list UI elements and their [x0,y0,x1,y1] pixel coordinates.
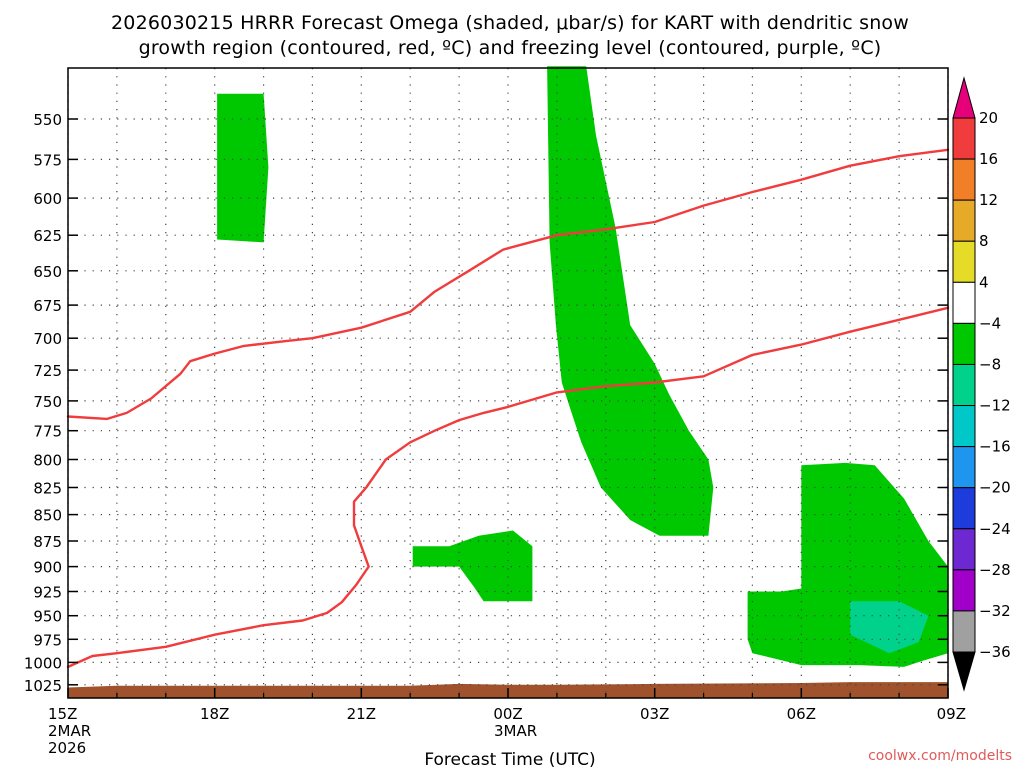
colorbar-bottom-arrow [952,651,976,692]
x-tick-label-03z: 03Z [640,705,669,723]
colorbar-swatch-3 [952,199,976,242]
colorbar-label-4: 8 [979,232,989,250]
y-tick-label-550: 550 [33,111,62,129]
colorbar-swatch-10 [952,487,976,530]
colorbar: 20 16 12 8 4 −4 −8 −12 −16 −20 −24 −28 −32 −36 [952,76,1011,692]
y-tick-label-675: 675 [33,297,62,315]
colorbar-swatch-4 [952,240,976,283]
x-tick-label-18z: 18Z [200,705,229,723]
dgz-contours [66,148,950,669]
colorbar-swatch-6 [952,322,976,365]
colorbar-label-3: 12 [979,191,998,209]
y-tick-label-900: 900 [33,559,62,577]
colorbar-swatch-11 [952,528,976,571]
colorbar-label-11: −24 [979,520,1011,538]
x-axis-label: Forecast Time (UTC) [424,750,595,768]
colorbar-label-5: 4 [979,273,989,291]
colorbar-swatch-7 [952,363,976,407]
y-tick-label-750: 750 [33,393,62,411]
omega-shading [217,66,948,667]
chart-title-line-2: growth region (contoured, red, ºC) and f… [139,37,882,59]
y-tick-label-575: 575 [33,151,62,169]
y-tick-label-625: 625 [33,227,62,245]
colorbar-swatch-8 [952,405,976,448]
colorbar-label-10: −20 [979,479,1011,497]
colorbar-label-6: −4 [979,314,1001,332]
colorbar-top-arrow [952,76,976,119]
colorbar-label-13: −32 [979,602,1011,620]
colorbar-swatch-13 [952,610,976,653]
x-date-label-3mar: 3MAR [494,722,537,740]
x-tick-label-09z: 09Z [937,705,966,723]
credit-link[interactable]: coolwx.com/modelts [868,748,1012,764]
y-tick-label-775: 775 [33,423,62,441]
y-tick-label-1025: 1025 [24,677,62,695]
colorbar-swatch-5 [952,281,976,324]
x-year-label: 2026 [48,739,86,757]
omega-region-1 [217,93,269,243]
colorbar-label-2: 16 [979,150,998,168]
dgz-contour-1 [66,148,950,421]
y-tick-label-700: 700 [33,330,62,348]
y-tick-label-850: 850 [33,507,62,525]
y-tick-label-725: 725 [33,362,62,380]
omega-region-3 [412,530,533,602]
colorbar-label-12: −28 [979,561,1011,579]
y-tick-label-1000: 1000 [24,654,62,672]
y-tick-label-650: 650 [33,263,62,281]
colorbar-label-9: −16 [979,438,1011,456]
colorbar-label-14: −36 [979,643,1011,661]
y-tick-label-975: 975 [33,631,62,649]
colorbar-swatch-1 [952,117,976,160]
y-axis: 550 575 600 625 650 675 700 725 750 775 800 825 850 8… [24,111,948,695]
y-tick-label-875: 875 [33,533,62,551]
colorbar-label-1: 20 [979,109,998,127]
x-date-label-2mar: 2MAR [48,722,91,740]
omega-region-2 [547,66,714,536]
x-tick-label-00z: 00Z [493,705,522,723]
y-tick-label-600: 600 [33,190,62,208]
y-tick-label-925: 925 [33,584,62,602]
y-tick-label-950: 950 [33,608,62,626]
grid-lines [67,68,949,698]
x-tick-label-15z: 15Z [48,705,77,723]
x-tick-label-06z: 06Z [787,705,816,723]
colorbar-swatch-9 [952,446,976,489]
x-tick-label-21z: 21Z [347,705,376,723]
y-tick-label-825: 825 [33,480,62,498]
colorbar-swatch-12 [952,569,976,612]
omega-region-5 [850,601,929,654]
y-tick-label-800: 800 [33,452,62,470]
colorbar-label-7: −8 [979,356,1001,374]
chart-title-line-1: 2026030215 HRRR Forecast Omega (shaded, … [111,12,909,34]
dgz-contour-2 [66,306,950,669]
colorbar-swatch-2 [952,158,976,201]
colorbar-label-8: −12 [979,397,1011,415]
